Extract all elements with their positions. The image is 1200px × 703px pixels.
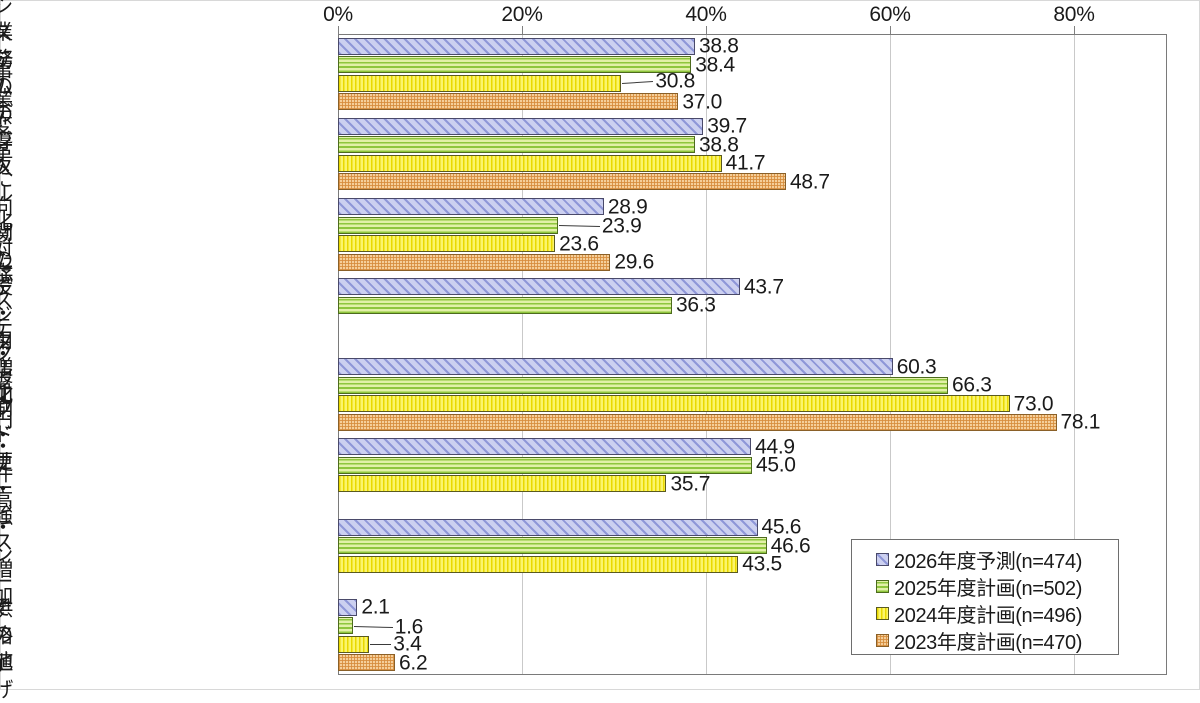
bar [338,173,787,191]
legend-label: 2026年度予測(n=474) [894,550,1082,573]
data-label: 2.1 [361,595,390,619]
category-label: その他 [0,596,13,674]
category-label: 既存システム・基盤の刷新・更新・増強 [0,261,13,528]
data-label: 23.9 [601,214,642,238]
data-label: 60.3 [896,355,937,379]
data-label: 38.8 [698,34,739,58]
data-label: 73.0 [1013,392,1054,416]
bar [338,654,396,672]
x-axis-tick-mark [522,26,523,34]
bar [338,475,667,493]
legend-swatch [876,552,889,566]
bar [338,438,752,456]
bar [338,37,695,55]
legend-item[interactable]: 2024年度計画(n=496) [876,600,1082,627]
bar [338,117,704,135]
category-label: 新システムの導入 [0,0,13,181]
x-axis-tick-mark [1074,26,1075,34]
bar [338,93,679,111]
bar [338,296,672,314]
data-label: 45.0 [756,453,796,477]
data-label: 39.7 [707,114,747,138]
x-axis-tick-mark [706,26,707,34]
bar [338,235,556,253]
gridline [890,35,891,674]
data-label: 38.8 [698,133,739,157]
bar [338,537,767,555]
chart-legend[interactable]: 2026年度予測(n=474) 2025年度計画(n=502) 2024年度計画(n… [851,539,1119,655]
bar [338,358,893,376]
x-axis: 0% 20% 40% 60% 80% [1,1,1200,34]
x-axis-tick-label: 20% [501,3,543,26]
x-axis-tick-label: 80% [1053,3,1095,26]
bar [338,413,1057,431]
data-label: 36.3 [675,293,716,317]
data-label: 3.4 [393,632,422,656]
data-label: 1.6 [394,615,424,639]
category-label: 業務のデジタル化対応 [0,21,13,288]
bar [338,555,739,573]
data-label: 44.9 [755,435,795,459]
x-axis-tick-label: 60% [869,3,911,26]
category-label: クラウドサービス増加 [0,341,13,608]
legend-swatch [876,579,889,593]
x-axis-tick-mark [338,26,339,34]
category-label: AI関連の投資・利用料増加 [0,221,13,407]
gridline [706,35,707,674]
data-label: 35.7 [670,472,711,496]
data-label: 41.7 [725,151,766,175]
data-label: 66.3 [951,373,992,397]
category-label: 円安・人件費高騰・ ベンダー提供価格の値上げ [0,408,14,702]
bar [338,598,358,616]
bar [338,136,695,154]
bar [338,56,692,74]
data-label: 78.1 [1060,410,1101,434]
bar [338,395,1010,413]
data-label: 43.5 [742,552,782,576]
x-axis-tick-label: 40% [685,3,727,26]
bar [338,253,611,271]
legend-item[interactable]: 2025年度計画(n=502) [876,573,1082,600]
legend-swatch [876,606,889,620]
bar [338,154,722,172]
bar [338,518,758,536]
x-axis-tick-mark [890,26,891,34]
data-label: 28.9 [607,195,648,219]
data-label: 37.0 [682,90,723,114]
legend-swatch [876,633,889,647]
x-axis-tick-label: 0% [323,3,353,26]
data-label: 23.6 [559,232,599,256]
bar [338,216,558,234]
category-label: 事業変革に向けたデジタル化 [0,60,13,408]
data-label: 38.4 [695,53,735,77]
data-label: 43.7 [744,275,784,299]
bar [338,617,353,635]
legend-item[interactable]: 2023年度計画(n=470) [876,627,1082,654]
data-label: 48.7 [790,170,830,194]
legend-label: 2024年度計画(n=496) [894,604,1082,627]
bar [338,278,741,296]
bar [338,635,370,653]
data-label: 6.2 [399,651,428,675]
bar [338,456,752,474]
bar [338,74,622,92]
legend-label: 2023年度計画(n=470) [894,631,1082,654]
legend-item[interactable]: 2026年度予測(n=474) [876,546,1082,573]
gridline [522,35,523,674]
legend-label: 2025年度計画(n=502) [894,577,1082,600]
gridline [1074,35,1075,674]
data-label: 30.8 [655,69,696,93]
data-label: 29.6 [614,250,654,274]
bar [338,198,604,216]
bar [338,376,948,394]
data-label: 46.6 [770,534,811,558]
data-label: 45.6 [761,515,802,539]
label-leader-line [370,644,392,646]
